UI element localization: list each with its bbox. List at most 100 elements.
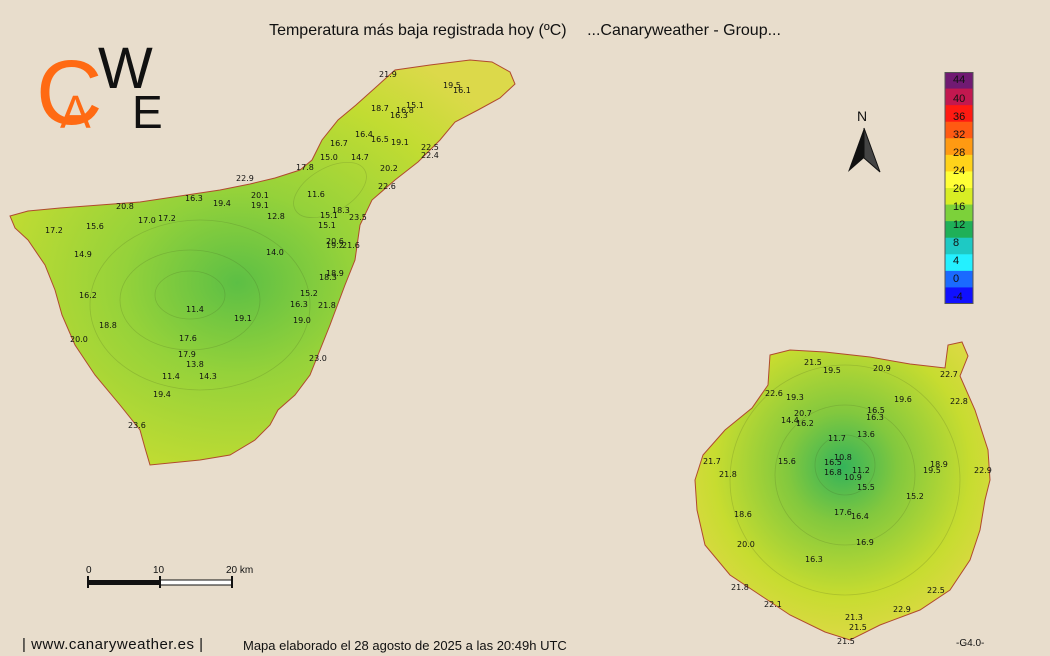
station-label: 15.0 (320, 153, 338, 162)
station-label: 16.2 (796, 419, 814, 428)
station-label: 22.7 (940, 370, 958, 379)
station-label: 10.8 (834, 453, 852, 462)
legend-label: 36 (953, 111, 966, 123)
station-label: 16.5 (371, 135, 389, 144)
station-label: 22.9 (893, 605, 911, 614)
station-label: 16.9 (856, 538, 874, 547)
station-label: 19.2 (326, 241, 344, 250)
legend-swatch (945, 154, 973, 172)
gran-canaria-temperature-labels: 21.5 19.5 20.9 22.7 22.6 19.3 19.6 22.8 … (703, 358, 992, 646)
station-label: 19.1 (234, 314, 252, 323)
station-label: 16.4 (851, 512, 869, 521)
legend-label: 16 (953, 201, 966, 213)
legend-swatch (945, 121, 973, 139)
legend-label: -4 (953, 291, 963, 303)
station-label: 20.6 (326, 237, 344, 246)
station-label: 19.1 (391, 138, 409, 147)
footer-version: -G4.0- (956, 638, 985, 649)
legend-swatch (945, 204, 973, 222)
legend-swatch (945, 221, 973, 239)
station-label: 23.5 (349, 213, 367, 222)
station-label: 13.8 (186, 360, 204, 369)
station-label: 17.6 (179, 334, 197, 343)
station-label: 18.9 (930, 460, 948, 469)
tenerife-contours (89, 161, 367, 391)
station-label: 20.0 (737, 540, 755, 549)
station-label: 17.6 (834, 508, 852, 517)
legend-swatch (945, 88, 973, 106)
station-label: 15.1 (318, 221, 336, 230)
station-label: 14.4 (781, 416, 799, 425)
station-label: 16.8 (824, 468, 842, 477)
station-label: 16.3 (805, 555, 823, 564)
station-label: 16.5 (867, 406, 885, 415)
station-label: 19.5 (443, 81, 461, 90)
gran-canaria-island (694, 341, 991, 641)
station-label: 16.3 (290, 300, 308, 309)
scale-label-20km: 20 km (226, 565, 254, 576)
logo-letter-w: W (98, 36, 153, 101)
station-label: 22.6 (378, 182, 396, 191)
station-label: 23.0 (309, 354, 327, 363)
station-label: 14.7 (351, 153, 369, 162)
station-label: 16.3 (185, 194, 203, 203)
footer-map-info: Mapa elaborado el 28 agosto de 2025 a la… (243, 638, 567, 653)
station-label: 13.6 (857, 430, 875, 439)
station-label: 19.3 (786, 393, 804, 402)
map-title: Temperatura más baja registrada hoy (ºC)… (0, 22, 1050, 40)
legend-label: 4 (953, 255, 960, 267)
station-label: 22.9 (236, 174, 254, 183)
legend-label: 20 (953, 183, 966, 195)
station-label: 16.3 (866, 413, 884, 422)
scale-bar (87, 576, 233, 588)
station-label: 21.5 (849, 623, 867, 632)
temperature-legend (944, 72, 974, 304)
station-label: 21.8 (719, 470, 737, 479)
station-label: 18.3 (332, 206, 350, 215)
station-label: 17.8 (296, 163, 314, 172)
station-label: 15.1 (406, 101, 424, 110)
station-label: 22.1 (764, 600, 782, 609)
station-label: 21.7 (703, 457, 721, 466)
station-label: 19.0 (293, 316, 311, 325)
station-label: 18.7 (371, 104, 389, 113)
station-label: 16.4 (355, 130, 373, 139)
station-label: 17.2 (158, 214, 176, 223)
station-label: 16.5 (824, 458, 842, 467)
station-label: 19.4 (213, 199, 231, 208)
station-label: 11.4 (186, 305, 204, 314)
station-label: 18.8 (99, 321, 117, 330)
legend-label: 44 (953, 74, 966, 86)
station-label: 19.1 (251, 201, 269, 210)
station-label: 22.5 (927, 586, 945, 595)
station-label: 15.5 (857, 483, 875, 492)
station-label: 21.5 (804, 358, 822, 367)
station-label: 20.2 (380, 164, 398, 173)
station-label: 21.6 (342, 241, 360, 250)
legend-swatch (945, 270, 973, 288)
scale-label-0: 0 (86, 565, 92, 576)
tenerife-temperature-labels: 21.9 19.5 16.1 18.7 16.8 15.1 16.3 16.4 … (45, 70, 471, 430)
canaryweather-logo: C A W E (36, 36, 163, 132)
logo-letter-a: A (60, 86, 91, 132)
station-label: 21.3 (845, 613, 863, 622)
gran-canaria-contours (729, 364, 961, 596)
station-label: 19.5 (823, 366, 841, 375)
station-label: 22.4 (421, 151, 439, 160)
scale-label-10: 10 (153, 565, 165, 576)
station-label: 21.9 (379, 70, 397, 79)
station-label: 20.1 (251, 191, 269, 200)
station-label: 18.3 (319, 273, 337, 282)
legend-label: 24 (953, 165, 966, 177)
station-label: 10.9 (844, 473, 862, 482)
station-label: 22.8 (950, 397, 968, 406)
legend-swatch (945, 72, 973, 90)
title-group: ...Canaryweather - Group... (587, 22, 781, 39)
station-label: 15.2 (906, 492, 924, 501)
legend-swatch (945, 188, 973, 206)
footer-website[interactable]: | www.canaryweather.es | (22, 636, 204, 653)
station-label: 21.5 (837, 637, 855, 646)
logo-letter-c: C (36, 42, 102, 132)
station-label: 14.3 (199, 372, 217, 381)
station-label: 16.7 (330, 139, 348, 148)
